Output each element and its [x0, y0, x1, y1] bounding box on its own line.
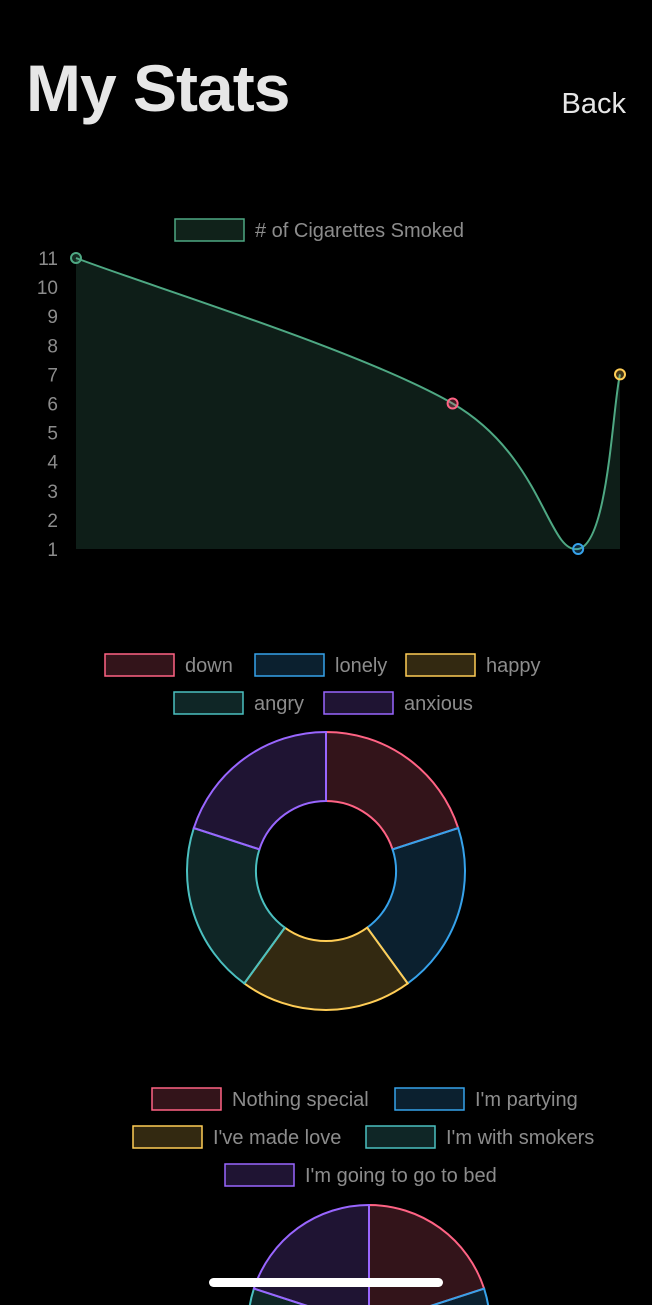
y-tick-label: 4 [47, 453, 58, 474]
y-tick-label: 3 [47, 482, 58, 503]
pie-slice-i-m-going-to-go-to-bed [252, 1203, 370, 1305]
legend-label: anxious [404, 693, 473, 715]
y-tick-label: 10 [37, 278, 58, 299]
pie-legend: Nothing special I'm partying I've made lov… [132, 1087, 594, 1187]
pie-slices [186, 730, 466, 1011]
series-line [75, 257, 621, 551]
pie-slices [248, 1203, 490, 1305]
legend-label: I'm with smokers [446, 1127, 594, 1149]
legend-label: Nothing special [232, 1089, 369, 1111]
data-point [70, 252, 82, 264]
pie-chart: Nothing special I'm partying I've made lov… [132, 1087, 594, 1305]
data-point [446, 397, 459, 410]
legend-swatch [405, 653, 476, 677]
legend-label: happy [486, 655, 541, 677]
legend-swatch [365, 1125, 436, 1149]
line-legend: # of Cigarettes Smoked [174, 218, 464, 242]
y-tick-label: 6 [47, 395, 58, 416]
pie-slice-lonely [365, 826, 466, 985]
pie-slice-nothing-special [368, 1203, 486, 1305]
legend-label-cigarettes: # of Cigarettes Smoked [255, 220, 464, 242]
donut-chart: down lonely happy angry anxious [104, 653, 541, 1011]
home-indicator [209, 1278, 443, 1287]
legend-label: I've made love [213, 1127, 341, 1149]
legend-swatch [173, 691, 244, 715]
y-tick-label: 2 [47, 511, 58, 532]
page-title: My Stats [26, 51, 290, 125]
legend-swatch [151, 1087, 222, 1111]
legend-label: I'm partying [475, 1089, 578, 1111]
pie-slice-down [325, 730, 460, 851]
legend-swatch [104, 653, 175, 677]
legend-label: down [185, 655, 233, 677]
legend-label: angry [254, 693, 304, 715]
legend-swatch [254, 653, 325, 677]
y-tick-label: 11 [38, 249, 58, 270]
y-tick-label: 9 [47, 307, 58, 328]
pie-slice-anxious [192, 730, 327, 851]
line-chart: # of Cigarettes Smoked 11 10 9 8 7 6 5 4 3 2 1 [37, 218, 626, 561]
back-button[interactable]: Back [561, 88, 626, 120]
legend-label: lonely [335, 655, 387, 677]
y-tick-label: 5 [47, 424, 58, 445]
pie-legend: down lonely happy angry anxious [104, 653, 541, 715]
legend-swatch [132, 1125, 203, 1149]
legend-swatch [224, 1163, 295, 1187]
legend-swatch [394, 1087, 465, 1111]
legend-swatch [323, 691, 394, 715]
data-point [572, 543, 585, 555]
y-tick-label: 1 [47, 540, 58, 561]
pie-slice-happy [242, 926, 410, 1011]
legend-label: I'm going to go to bed [305, 1165, 497, 1187]
legend-swatch-cigarettes [174, 218, 245, 242]
data-point [614, 368, 626, 381]
pie-slice-angry [186, 826, 287, 985]
series-area [76, 258, 620, 550]
y-tick-label: 7 [47, 365, 58, 386]
y-tick-label: 8 [47, 336, 58, 357]
